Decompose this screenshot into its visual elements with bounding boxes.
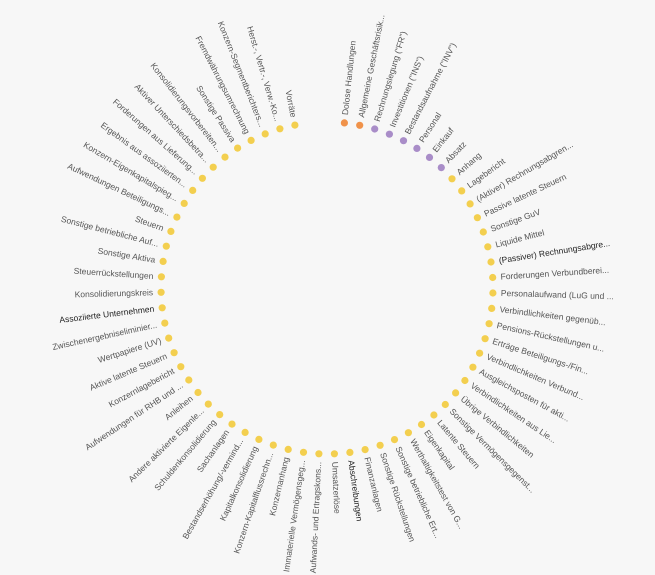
node-dot[interactable] — [189, 186, 197, 194]
node-dot[interactable] — [284, 445, 292, 453]
node-dot[interactable] — [413, 144, 421, 152]
node-dot[interactable] — [356, 121, 364, 129]
node-dot[interactable] — [247, 136, 255, 144]
node-dot[interactable] — [158, 304, 166, 312]
node-dot[interactable] — [261, 130, 269, 138]
node-dot[interactable] — [452, 389, 460, 397]
node-dot[interactable] — [430, 411, 438, 419]
node-dot[interactable] — [473, 214, 481, 222]
node-dot[interactable] — [485, 320, 493, 328]
node-dot[interactable] — [162, 242, 170, 250]
node-label: Dolose Handlungen — [340, 40, 358, 116]
node-label: Personalaufwand (LuG und ... — [501, 288, 614, 301]
node-dot[interactable] — [476, 349, 484, 357]
node-dot[interactable] — [216, 411, 224, 419]
node-dot[interactable] — [157, 273, 165, 281]
node-label: Assoziierte Unternehmen — [59, 304, 155, 325]
node-dot[interactable] — [371, 125, 379, 133]
node-dot[interactable] — [399, 137, 408, 145]
node-dot[interactable] — [361, 446, 369, 454]
node-17[interactable]: Personalaufwand (LuG und ... — [489, 288, 614, 301]
node-51[interactable]: Steuerrückstellungen — [73, 266, 165, 281]
node-dot[interactable] — [180, 199, 188, 207]
node-dot[interactable] — [469, 363, 477, 371]
node-dot[interactable] — [376, 441, 384, 449]
node-dot[interactable] — [437, 164, 445, 172]
node-dot[interactable] — [167, 227, 175, 235]
node-dot[interactable] — [234, 144, 242, 152]
node-dot[interactable] — [417, 420, 426, 429]
node-label: Aufwands- und Ertragskons... — [308, 462, 323, 574]
node-dot[interactable] — [291, 121, 299, 129]
node-dot[interactable] — [209, 163, 217, 171]
node-label: Abschreibungen — [346, 460, 364, 522]
node-dot[interactable] — [425, 153, 434, 161]
node-label: Steuern — [134, 214, 166, 234]
node-54[interactable]: Steuern — [134, 214, 175, 235]
node-50[interactable]: Konsolidierungskreis — [75, 287, 165, 299]
node-label: Sonstige Aktiva — [97, 246, 156, 265]
node-dot[interactable] — [241, 428, 249, 436]
node-dot[interactable] — [194, 388, 202, 397]
node-dot[interactable] — [221, 153, 229, 161]
node-dot[interactable] — [484, 243, 492, 251]
node-dot[interactable] — [255, 435, 263, 443]
node-dot[interactable] — [165, 334, 173, 342]
node-dot[interactable] — [185, 376, 193, 384]
node-dot[interactable] — [481, 335, 489, 343]
node-dot[interactable] — [198, 174, 206, 182]
node-1[interactable]: Dolose Handlungen — [340, 40, 358, 127]
node-dot[interactable] — [228, 420, 236, 428]
node-34[interactable]: Aufwands- und Ertragskons... — [308, 450, 323, 573]
node-dot[interactable] — [466, 200, 474, 208]
node-dot[interactable] — [177, 363, 185, 371]
node-dot[interactable] — [441, 400, 449, 409]
node-dot[interactable] — [458, 187, 466, 195]
node-dot[interactable] — [461, 376, 469, 385]
node-dot[interactable] — [170, 349, 178, 357]
node-dot[interactable] — [346, 448, 354, 456]
node-dot[interactable] — [479, 228, 487, 236]
node-dot[interactable] — [159, 257, 167, 265]
node-16[interactable]: Forderungen Verbundberei... — [489, 265, 609, 282]
node-label: Konsolidierungskreis — [75, 287, 154, 299]
node-label: Steuerrückstellungen — [73, 266, 154, 281]
node-dot[interactable] — [204, 400, 212, 408]
node-dot[interactable] — [488, 304, 496, 312]
node-label: Vorräte — [283, 89, 298, 118]
node-dot[interactable] — [157, 288, 165, 296]
node-dot[interactable] — [315, 450, 323, 458]
node-32[interactable]: Abschreibungen — [346, 448, 365, 522]
node-label: Forderungen Verbundberei... — [500, 265, 609, 282]
node-dot[interactable] — [330, 450, 338, 458]
node-dot[interactable] — [385, 130, 393, 138]
node-dot[interactable] — [269, 441, 277, 449]
node-dot[interactable] — [489, 273, 497, 282]
node-dot[interactable] — [489, 289, 497, 297]
node-dot[interactable] — [404, 429, 412, 437]
node-label: Konzern-Kapitalflussrechn... — [231, 451, 275, 555]
node-dot[interactable] — [448, 175, 456, 183]
node-65[interactable]: Vorräte — [283, 89, 299, 129]
node-label: Liquide Mittel — [494, 227, 545, 249]
node-dot[interactable] — [390, 436, 399, 444]
node-label: Umsatzerlöse — [330, 462, 342, 515]
node-dot[interactable] — [161, 319, 169, 327]
node-dot[interactable] — [299, 448, 308, 456]
node-33[interactable]: Umsatzerlöse — [330, 450, 342, 514]
node-dot[interactable] — [487, 258, 495, 266]
node-dot[interactable] — [173, 213, 181, 221]
node-dot[interactable] — [340, 119, 348, 127]
node-52[interactable]: Sonstige Aktiva — [97, 246, 167, 265]
node-dot[interactable] — [276, 125, 284, 133]
